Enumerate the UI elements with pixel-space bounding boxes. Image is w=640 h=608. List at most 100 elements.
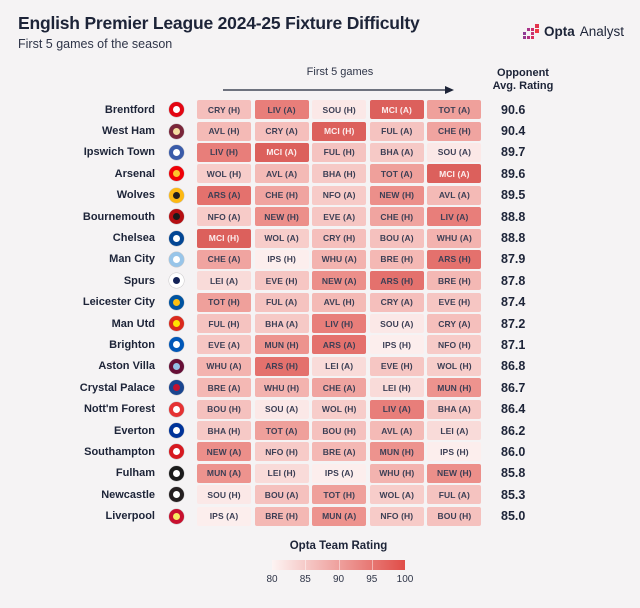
fixture-cell: WOL (H) <box>312 399 367 419</box>
fixture-cell: MUN (H) <box>427 378 482 398</box>
table-row: Aston Villa WHU (A) ARS (H) LEI (A) EVE … <box>0 356 640 377</box>
fixture-cell: LEI (H) <box>254 463 309 483</box>
fixture-cell: AVL (A) <box>254 164 309 184</box>
fixture-cells: LEI (A) EVE (H) NEW (A) ARS (H) BRE (H) <box>197 271 482 291</box>
fixture-cell: NFO (A) <box>312 185 367 205</box>
fixture-cell: WHU (H) <box>369 463 424 483</box>
rating-header-line1: Opponent <box>497 67 549 79</box>
fixture-cells: TOT (H) FUL (A) AVL (H) CRY (A) EVE (H) <box>197 292 482 312</box>
fixture-cell: BOU (H) <box>312 421 367 441</box>
fixture-cell: AVL (H) <box>197 121 251 141</box>
fixture-cells: CHE (A) IPS (H) WHU (A) BRE (H) ARS (H) <box>197 249 482 269</box>
fixture-cell: CHE (H) <box>254 185 309 205</box>
team-name: Newcastle <box>101 488 155 501</box>
fixture-cell: TOT (H) <box>312 485 367 505</box>
fixture-cell: TOT (A) <box>427 100 482 120</box>
fixture-cell: BHA (H) <box>312 164 367 184</box>
team-crest-icon <box>155 444 197 460</box>
fixture-cell: FUL (A) <box>369 121 424 141</box>
team-crest-icon <box>155 401 197 417</box>
fixture-cell: BRE (H) <box>369 249 424 269</box>
opponent-avg-rating: 86.0 <box>501 444 526 459</box>
opponent-avg-rating: 88.8 <box>501 231 526 246</box>
team-name: Arsenal <box>114 167 155 180</box>
fixture-cell: SOU (H) <box>197 485 251 505</box>
fixture-cell: BHA (A) <box>369 142 424 162</box>
opponent-avg-rating: 89.5 <box>501 188 526 203</box>
team-name: Aston Villa <box>98 360 155 373</box>
team-crest-icon <box>155 508 197 524</box>
legend-gradient-bar <box>272 560 405 570</box>
fixture-cell: IPS (A) <box>197 506 251 526</box>
fixture-cell: CHE (H) <box>427 121 482 141</box>
table-row: Ipswich Town LIV (H) MCI (A) FUL (H) BHA… <box>0 142 640 163</box>
fixture-cell: NFO (H) <box>369 506 424 526</box>
legend-title: Opta Team Rating <box>289 540 388 552</box>
fixture-cell: MCI (H) <box>312 121 367 141</box>
fixture-cell: MUN (H) <box>369 442 424 462</box>
opponent-avg-rating: 86.8 <box>501 359 526 374</box>
fixture-cells: MUN (A) LEI (H) IPS (A) WHU (H) NEW (H) <box>197 463 482 483</box>
legend-tick: 100 <box>396 574 414 585</box>
fixture-cell: LEI (A) <box>197 271 251 291</box>
rating-header-line2: Avg. Rating <box>492 79 554 92</box>
opponent-avg-rating: 87.2 <box>501 316 526 331</box>
fixture-cells: BOU (H) SOU (A) WOL (H) LIV (A) BHA (A) <box>197 399 482 419</box>
team-crest-icon <box>155 273 197 289</box>
fixture-cell: MUN (A) <box>197 463 251 483</box>
fixture-cell: WOL (A) <box>369 485 424 505</box>
opponent-avg-rating: 85.8 <box>501 466 526 481</box>
team-crest-icon <box>155 230 197 246</box>
fixture-cell: AVL (A) <box>369 421 424 441</box>
table-row: Crystal Palace BRE (A) WHU (H) CHE (A) L… <box>0 377 640 398</box>
team-crest-icon <box>155 465 197 481</box>
fixture-cell: WOL (A) <box>254 228 309 248</box>
legend-tick: 85 <box>299 574 311 585</box>
fixture-cell: BOU (A) <box>369 228 424 248</box>
fixture-cell: CRY (A) <box>369 292 424 312</box>
fixture-cell: SOU (A) <box>254 399 309 419</box>
fixture-cell: ARS (H) <box>254 356 309 376</box>
table-row: Bournemouth NFO (A) NEW (H) EVE (A) CHE … <box>0 206 640 227</box>
fixture-cell: SOU (A) <box>369 314 424 334</box>
table-row: Spurs LEI (A) EVE (H) NEW (A) ARS (H) BR… <box>0 270 640 291</box>
fixture-cell: BRE (A) <box>197 378 251 398</box>
team-crest-icon <box>155 209 197 225</box>
opta-logo-icon <box>522 24 539 39</box>
team-crest-icon <box>155 251 197 267</box>
opponent-avg-rating-header: Opponent Avg. Rating <box>485 67 561 92</box>
team-crest-icon <box>155 423 197 439</box>
table-row: Wolves ARS (A) CHE (H) NFO (A) NEW (H) A… <box>0 185 640 206</box>
opta-analyst-logo: Opta Analyst <box>522 23 624 40</box>
fixture-cell: LEI (H) <box>369 378 424 398</box>
team-crest-icon <box>155 316 197 332</box>
team-name: Man Utd <box>111 317 155 330</box>
fixture-cell: IPS (A) <box>312 463 367 483</box>
table-row: Nott'm Forest BOU (H) SOU (A) WOL (H) LI… <box>0 398 640 419</box>
team-name: Brentford <box>104 103 155 116</box>
fixture-cells: NFO (A) NEW (H) EVE (A) CHE (H) LIV (A) <box>197 207 482 227</box>
fixture-cells: EVE (A) MUN (H) ARS (A) IPS (H) NFO (H) <box>197 335 482 355</box>
team-name: Wolves <box>116 189 155 202</box>
team-name: Southampton <box>84 445 155 458</box>
opponent-avg-rating: 87.8 <box>501 273 526 288</box>
fixture-cell: MCI (A) <box>369 100 424 120</box>
legend-tick-labels: 80 85 90 95 100 <box>266 574 413 586</box>
team-name: Bournemouth <box>82 210 155 223</box>
team-crest-icon <box>155 487 197 503</box>
fixture-cell: NFO (A) <box>197 207 251 227</box>
table-row: Everton BHA (H) TOT (A) BOU (H) AVL (A) … <box>0 420 640 441</box>
fixture-cell: CHE (A) <box>197 249 251 269</box>
opponent-avg-rating: 85.0 <box>501 509 526 524</box>
fixture-cell: TOT (A) <box>254 421 309 441</box>
team-name: Everton <box>114 424 155 437</box>
fixture-cell: EVE (A) <box>312 207 367 227</box>
fixture-cell: NFO (H) <box>427 335 482 355</box>
fixture-cell: EVE (H) <box>254 271 309 291</box>
fixture-cells: FUL (H) BHA (A) LIV (H) SOU (A) CRY (A) <box>197 314 482 334</box>
fixture-cell: WHU (A) <box>427 228 482 248</box>
fixture-cell: WHU (H) <box>254 378 309 398</box>
opponent-avg-rating: 87.9 <box>501 252 526 267</box>
fixture-cell: LIV (A) <box>369 399 424 419</box>
fixture-cells: WHU (A) ARS (H) LEI (A) EVE (H) WOL (H) <box>197 356 482 376</box>
